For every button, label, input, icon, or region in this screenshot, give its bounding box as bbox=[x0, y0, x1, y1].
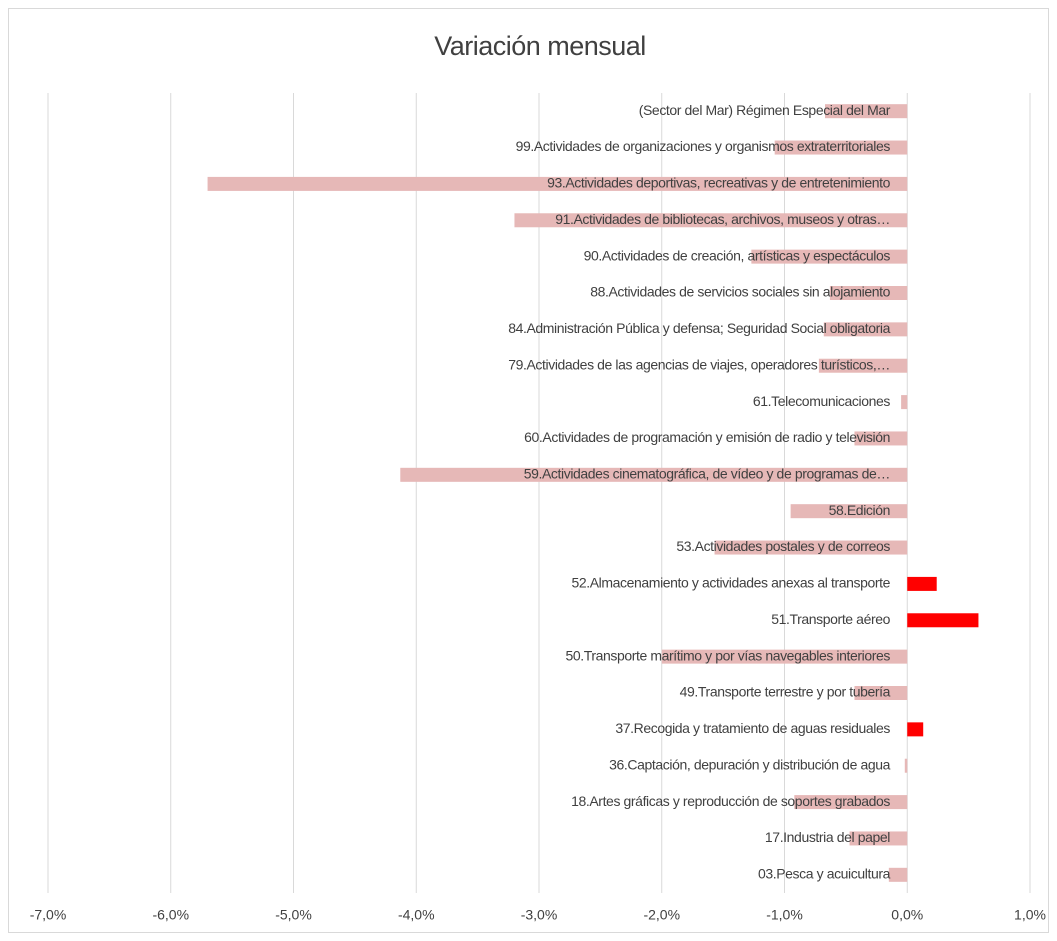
bar bbox=[907, 576, 937, 591]
y-tick-label: 93.Actividades deportivas, recreativas y… bbox=[547, 175, 891, 191]
bar bbox=[818, 358, 908, 373]
x-tick-label: -7,0% bbox=[30, 907, 67, 923]
bar bbox=[514, 213, 908, 228]
bar bbox=[794, 795, 908, 810]
x-tick-label: -3,0% bbox=[521, 907, 558, 923]
y-tick-label: 60.Actividades de programación y emisión… bbox=[524, 429, 890, 445]
y-tick-label: 58.Edición bbox=[829, 502, 890, 518]
y-tick-label: 03.Pesca y acuicultura bbox=[758, 866, 891, 882]
bar bbox=[907, 613, 979, 628]
y-tick-label: 51.Transporte aéreo bbox=[771, 611, 890, 627]
y-tick-label: 90.Actividades de creación, artísticas y… bbox=[584, 247, 891, 263]
x-tick-label: -4,0% bbox=[398, 907, 435, 923]
bar bbox=[854, 431, 908, 446]
bar bbox=[825, 104, 908, 119]
y-tick-label: (Sector del Mar) Régimen Especial del Ma… bbox=[639, 102, 891, 118]
y-tick-label: 37.Recogida y tratamiento de aguas resid… bbox=[615, 720, 890, 736]
y-tick-label: 36.Captación, depuración y distribución … bbox=[609, 756, 890, 772]
bar bbox=[829, 286, 908, 300]
bar bbox=[907, 722, 924, 737]
bar bbox=[854, 686, 908, 700]
x-tick-label: 1,0% bbox=[1014, 907, 1046, 923]
bar bbox=[823, 322, 908, 337]
y-tick-label: 79.Actividades de las agencias de viajes… bbox=[508, 356, 890, 372]
bar bbox=[904, 758, 908, 773]
bar bbox=[207, 176, 908, 191]
bar bbox=[901, 395, 908, 410]
bar bbox=[790, 504, 908, 519]
bar bbox=[774, 140, 908, 155]
y-tick-label: 53.Actividades postales y de correos bbox=[676, 538, 890, 554]
y-tick-label: 59.Actividades cinematográfica, de vídeo… bbox=[524, 466, 890, 482]
y-tick-label: 88.Actividades de servicios sociales sin… bbox=[590, 284, 890, 300]
x-tick-label: -1,0% bbox=[766, 907, 803, 923]
bar bbox=[888, 867, 908, 882]
x-tick-label: -2,0% bbox=[643, 907, 680, 923]
y-tick-label: 61.Telecomunicaciones bbox=[753, 393, 891, 409]
y-tick-label: 99.Actividades de organizaciones y organ… bbox=[516, 138, 891, 154]
bar bbox=[849, 831, 908, 846]
bar bbox=[661, 649, 908, 664]
y-tick-label: 18.Artes gráficas y reproducción de sopo… bbox=[571, 793, 890, 809]
bar bbox=[751, 249, 908, 264]
y-tick-label: 17.Industria del papel bbox=[765, 829, 890, 845]
bar bbox=[400, 467, 908, 482]
y-tick-label: 50.Transporte marítimo y por vías navega… bbox=[565, 647, 890, 663]
bar bbox=[714, 540, 908, 555]
y-tick-label: 84.Administración Pública y defensa; Seg… bbox=[508, 320, 890, 336]
chart-title: Variación mensual bbox=[434, 31, 646, 61]
y-tick-label: 91.Actividades de bibliotecas, archivos,… bbox=[555, 211, 890, 227]
y-tick-label: 52.Almacenamiento y actividades anexas a… bbox=[571, 575, 890, 591]
x-tick-label: -6,0% bbox=[152, 907, 189, 923]
x-tick-label: 0,0% bbox=[891, 907, 923, 923]
x-tick-label: -5,0% bbox=[275, 907, 312, 923]
y-tick-label: 49.Transporte terrestre y por tubería bbox=[680, 684, 891, 700]
